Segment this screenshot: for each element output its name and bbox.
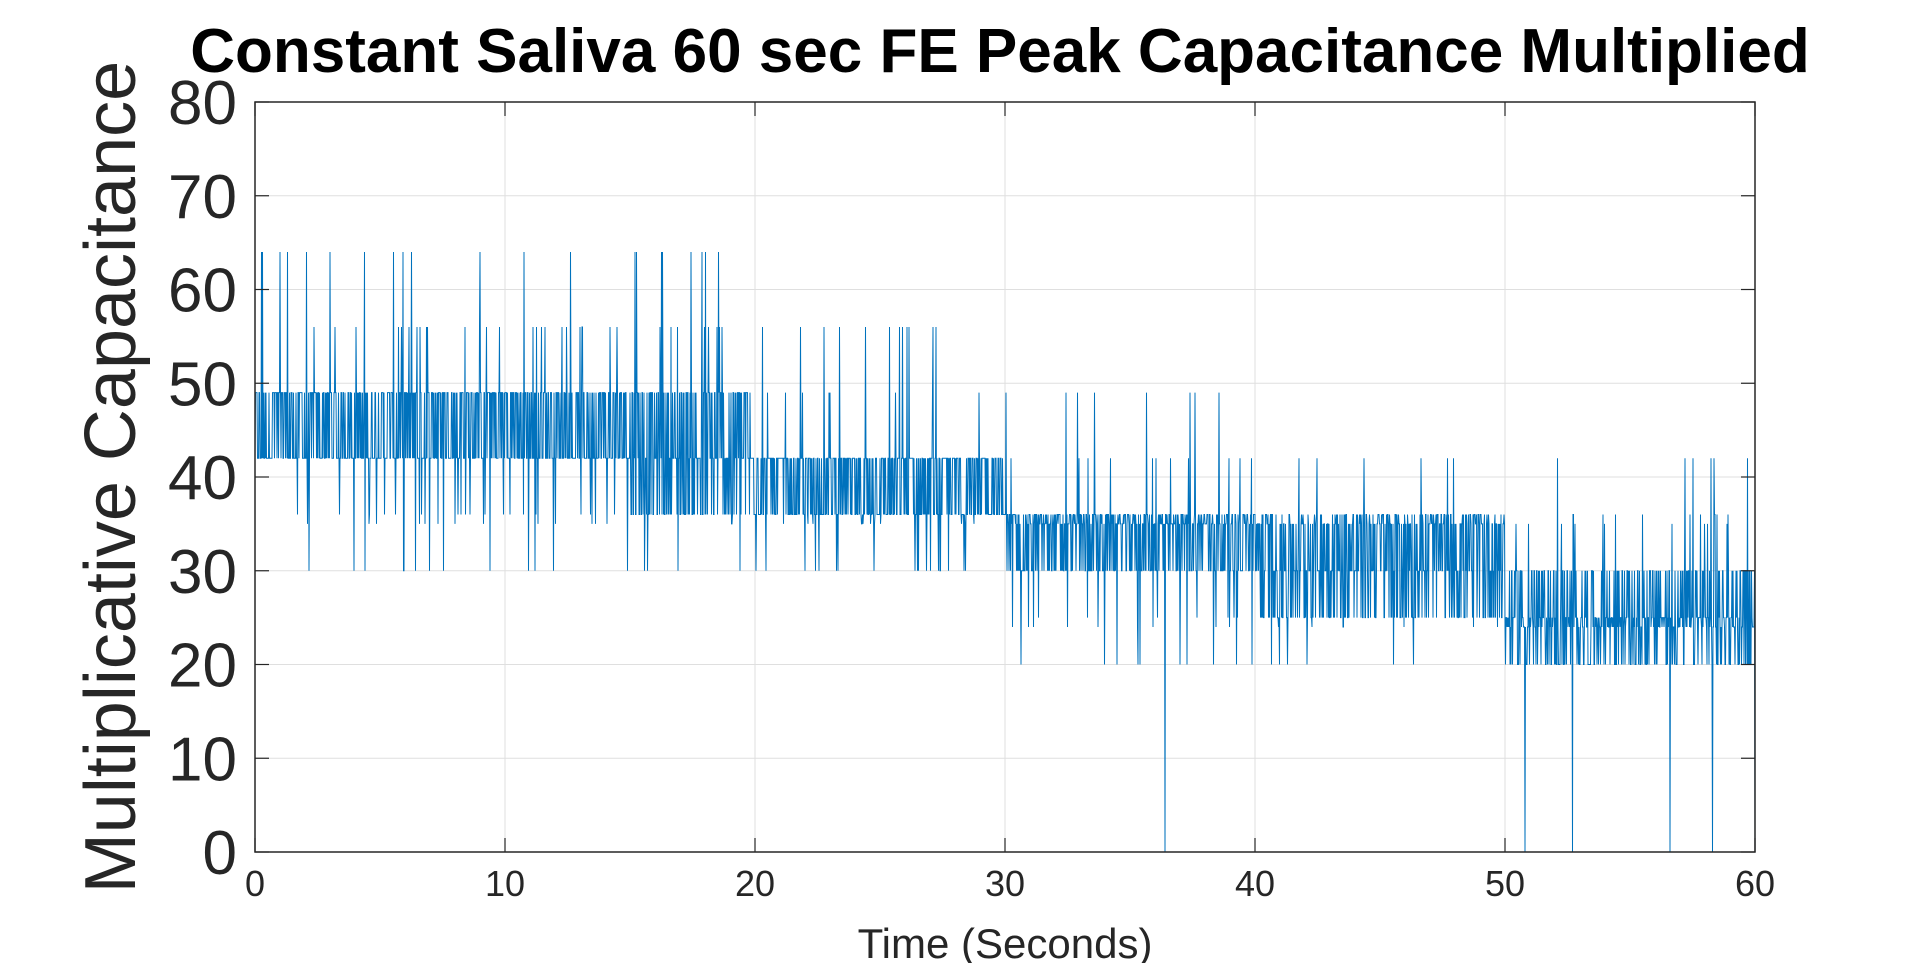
x-tick-label: 20 bbox=[735, 863, 775, 904]
y-tick-label: 30 bbox=[168, 538, 237, 607]
y-tick-label: 80 bbox=[168, 69, 237, 138]
x-tick-label: 60 bbox=[1735, 863, 1775, 904]
series-capacitance bbox=[254, 251, 1756, 853]
x-tick-label: 10 bbox=[485, 863, 525, 904]
series-line bbox=[254, 251, 1756, 853]
y-tick-label: 50 bbox=[168, 350, 237, 419]
chart-title: Constant Saliva 60 sec FE Peak Capacitan… bbox=[190, 17, 1809, 86]
y-tick-label: 70 bbox=[168, 163, 237, 232]
y-axis-label: Multiplicative Capacitance bbox=[71, 61, 151, 893]
tick-labels: 0 10 20 30 40 50 60 0 10 20 30 40 50 60 70 80 bbox=[168, 69, 1775, 904]
axes bbox=[254, 101, 1756, 853]
y-tick-label: 10 bbox=[168, 725, 237, 794]
y-tick-label: 40 bbox=[168, 444, 237, 513]
x-tick-label: 50 bbox=[1485, 863, 1525, 904]
x-tick-label: 40 bbox=[1235, 863, 1275, 904]
x-tick-label: 30 bbox=[985, 863, 1025, 904]
x-axis-label: Time (Seconds) bbox=[858, 920, 1153, 963]
x-tick-label: 0 bbox=[245, 863, 265, 904]
y-tick-label: 20 bbox=[168, 632, 237, 701]
y-tick-label: 60 bbox=[168, 257, 237, 326]
y-tick-label: 0 bbox=[203, 819, 237, 888]
